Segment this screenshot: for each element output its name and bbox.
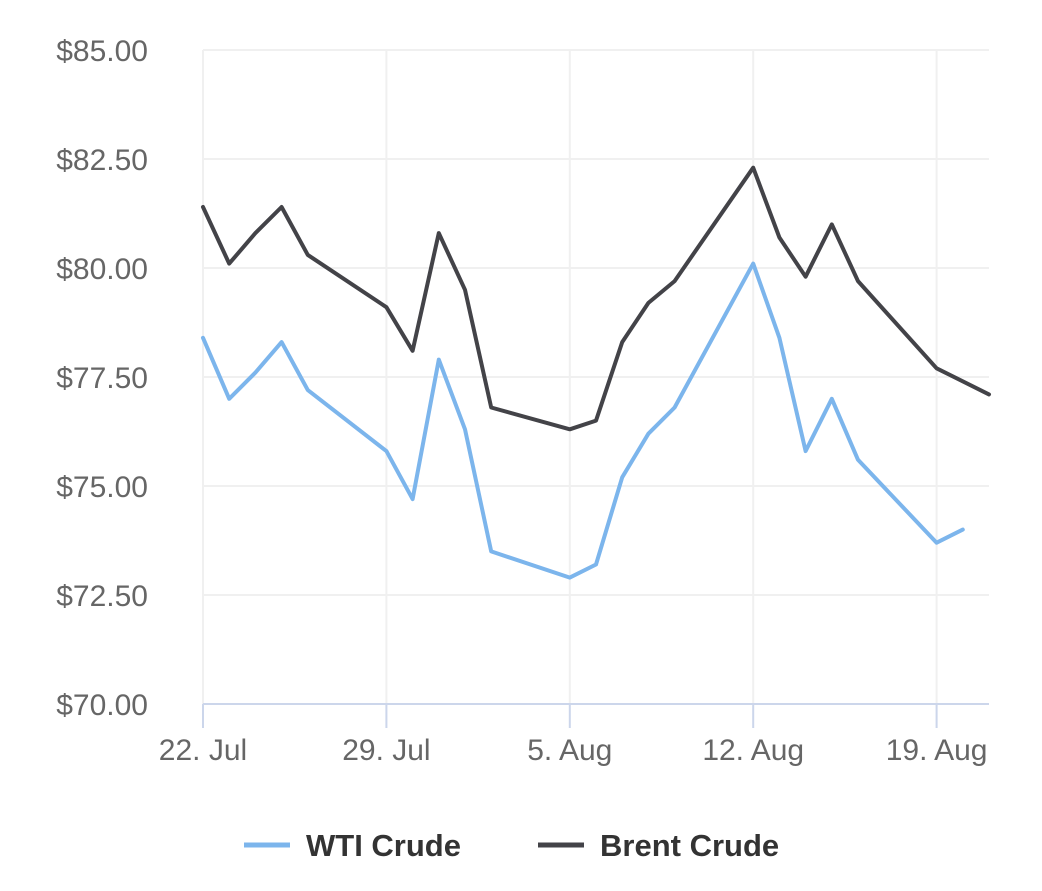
series-line-brent-crude <box>201 165 991 432</box>
legend-item-wti-crude[interactable]: WTI Crude <box>244 828 461 863</box>
axes: $70.00 $72.50 $75.00 $77.50 $80.00 $82.50 $85.… <box>56 35 989 767</box>
x-tick-label: 12. Aug <box>702 734 804 767</box>
series-lines <box>201 165 991 580</box>
x-tick-label: 5. Aug <box>527 734 612 767</box>
legend-label: WTI Crude <box>306 828 461 863</box>
x-tick-label: 22. Jul <box>159 734 247 767</box>
legend[interactable]: WTI Crude Brent Crude <box>244 828 779 863</box>
x-tick-label: 19. Aug <box>886 734 988 767</box>
legend-label: Brent Crude <box>600 828 779 863</box>
x-tick-label: 29. Jul <box>342 734 430 767</box>
y-tick-label: $82.50 <box>56 144 148 177</box>
y-tick-label: $80.00 <box>56 253 148 286</box>
legend-item-brent-crude[interactable]: Brent Crude <box>538 828 779 863</box>
y-tick-label: $75.00 <box>56 471 148 504</box>
y-tick-label: $85.00 <box>56 35 148 68</box>
y-tick-label: $72.50 <box>56 580 148 613</box>
y-tick-label: $77.50 <box>56 362 148 395</box>
grid-lines <box>202 49 989 704</box>
series-line-wti-crude <box>201 261 965 580</box>
y-tick-label: $70.00 <box>56 689 148 722</box>
